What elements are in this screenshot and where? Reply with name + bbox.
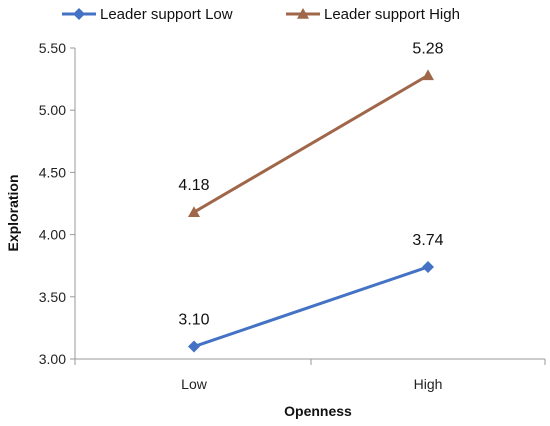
legend-label-high: Leader support High (324, 6, 460, 23)
legend-item-high: Leader support High (286, 6, 460, 23)
y-tick-label: 5.00 (39, 102, 66, 118)
data-point (188, 340, 200, 353)
y-tick-label: 5.50 (39, 40, 66, 56)
y-tick-label: 4.00 (39, 227, 66, 243)
y-ticks: 3.00 3.50 4.00 4.50 5.00 5.50 (39, 40, 75, 367)
data-point (422, 260, 434, 273)
data-label: 5.28 (412, 40, 443, 57)
y-tick-label: 4.50 (39, 164, 66, 180)
legend-label-low: Leader support Low (100, 6, 233, 23)
legend-marker-low (73, 8, 85, 20)
x-ticks: Low High (74, 359, 546, 392)
series-line (193, 265, 429, 348)
data-label: 3.10 (178, 312, 209, 329)
legend-item-low: Leader support Low (62, 6, 233, 23)
y-tick-label: 3.50 (39, 289, 66, 305)
x-axis-title: Openness (284, 403, 352, 419)
x-tick-label: High (414, 376, 443, 392)
y-axis-title: Exploration (5, 174, 21, 251)
y-tick-label: 3.00 (39, 351, 66, 367)
data-point (188, 206, 200, 218)
data-point (422, 69, 434, 81)
series-line (193, 74, 429, 214)
data-label: 3.74 (412, 232, 443, 249)
axes: 3.00 3.50 4.00 4.50 5.00 5.50 Low High (39, 40, 546, 392)
plot-area: 3.10 3.74 4.18 5.28 (178, 40, 444, 353)
x-tick-label: Low (181, 376, 208, 392)
legend-marker-high (297, 8, 309, 19)
data-label: 4.18 (178, 177, 209, 194)
legend: Leader support Low Leader support High (62, 6, 460, 23)
